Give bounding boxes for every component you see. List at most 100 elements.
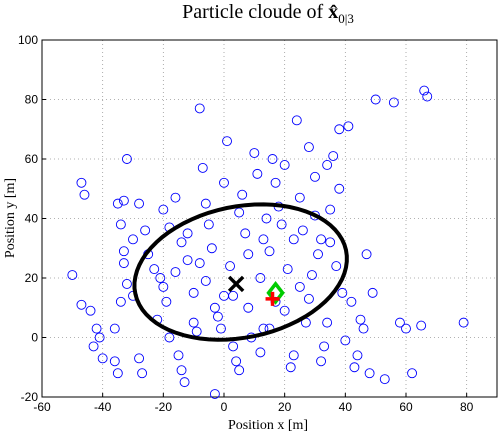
point [170,267,181,277]
point [109,356,120,367]
point [255,273,266,283]
point [176,365,187,376]
title-text: Particle cloude of [182,1,323,23]
point [67,270,78,280]
point [182,255,193,266]
point [231,356,242,367]
point [388,97,399,108]
point [194,258,205,269]
x-tick-label: -60 [33,400,51,414]
point [128,234,138,245]
point [310,171,320,182]
point [97,353,108,364]
point [76,177,87,188]
point [237,189,248,200]
point [288,234,299,245]
point [155,273,166,283]
marker-diamond [266,281,285,305]
point [118,246,129,257]
point [121,279,132,289]
point [307,270,317,280]
point [407,368,418,379]
point [200,276,211,286]
point [112,368,123,379]
point [379,374,390,385]
point [112,198,123,209]
point [164,332,175,343]
point [322,317,333,328]
point [173,350,184,361]
point [176,237,187,248]
y-tick-label: 0 [31,331,38,345]
point [325,237,336,248]
point [285,362,296,373]
point [179,377,190,388]
point [225,261,236,272]
point [319,341,330,352]
point [161,296,172,307]
point [325,204,336,215]
point [188,287,199,298]
point [322,159,333,170]
x-tick-label: 20 [278,400,292,414]
point [303,293,314,304]
point [137,368,148,379]
point [328,151,339,161]
point [206,243,217,254]
point [264,246,275,257]
point [255,347,266,358]
y-tick-label: 60 [25,152,39,166]
point [279,305,290,316]
point [394,317,405,328]
y-tick-label: 40 [25,212,39,226]
point [422,91,433,102]
y-tick-label: -20 [21,390,39,404]
point [458,317,469,328]
point [288,350,299,361]
point [358,323,369,334]
point [331,261,342,272]
point [121,154,132,164]
point [349,362,360,373]
point [149,264,160,275]
point [294,192,305,203]
point [346,296,357,307]
x-tick-label: 0 [221,400,228,414]
point [216,323,226,334]
point [355,314,366,325]
y-tick-label: 100 [18,33,38,47]
point [188,317,199,328]
chart-title: Particle cloude of x̂0|3 [182,1,354,26]
point [219,290,229,301]
marker-plus [265,291,280,306]
point [170,192,181,203]
point [401,323,411,334]
point [200,198,211,209]
x-tick-label: -40 [94,400,112,414]
point [134,353,145,364]
marker-x [227,275,245,293]
point [252,168,263,179]
point [249,148,260,159]
point [234,365,245,376]
point [85,305,96,316]
point [297,225,308,236]
point [337,287,348,298]
point [182,228,193,239]
point [228,341,239,352]
point [109,323,120,334]
point [282,264,293,275]
point [340,335,351,346]
point [364,368,375,379]
point [222,136,232,147]
point [118,258,129,269]
point [361,249,372,260]
point [197,162,208,173]
point [79,189,90,200]
x-tick-label: 80 [460,400,474,414]
point [270,177,281,188]
point [203,219,214,230]
point [91,323,102,334]
x-tick-label: -20 [155,400,173,414]
